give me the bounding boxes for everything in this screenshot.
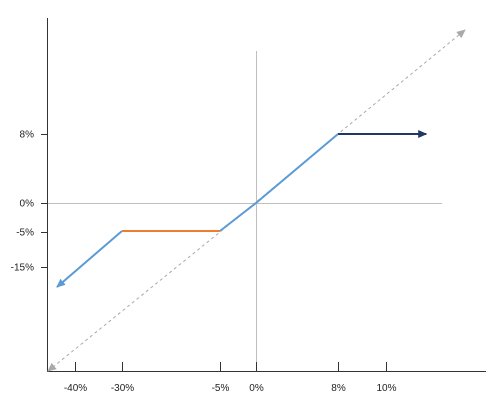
x-tick-label-0pct: 0%	[249, 383, 264, 394]
x-tick-label-10pct: 10%	[376, 383, 396, 394]
x-tick-label-neg40pct: -40%	[64, 383, 87, 394]
y-tick-label-0pct: 0%	[20, 199, 35, 210]
x-tick-label-8pct: 8%	[331, 383, 346, 394]
y-tick-label-neg5pct: -5%	[16, 228, 34, 239]
x-tick-label-neg5pct: -5%	[212, 383, 230, 394]
series-line-3	[219, 133, 339, 232]
series-line-1	[47, 29, 466, 372]
y-tick-label-8pct: 8%	[20, 130, 35, 141]
y-tick-label-neg15pct: -15%	[11, 263, 34, 274]
series-line-2	[56, 230, 123, 288]
x-tick-label-neg30pct: -30%	[111, 383, 134, 394]
